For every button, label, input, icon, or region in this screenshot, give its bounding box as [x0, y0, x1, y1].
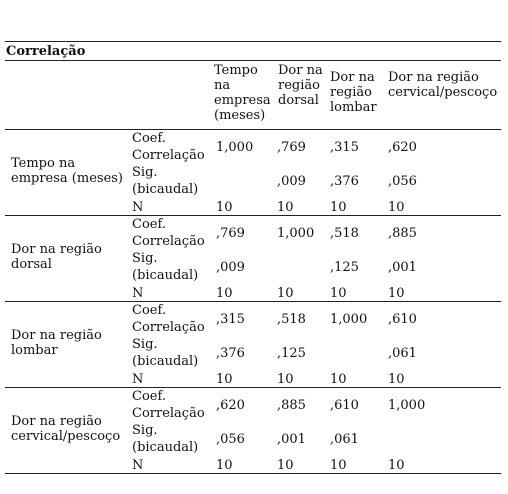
cell: ,056: [216, 432, 245, 447]
cell: ,518: [277, 312, 306, 327]
top-rule: [5, 41, 501, 42]
cell: 10: [330, 200, 347, 215]
cell: 1,000: [388, 398, 426, 413]
row-label-tempo: Tempo na empresa (meses): [11, 156, 124, 186]
cell: 10: [388, 372, 405, 387]
cell: 10: [330, 286, 347, 301]
cell: 10: [388, 458, 405, 473]
cell: ,376: [216, 346, 245, 361]
cell: ,885: [388, 226, 417, 241]
cell: 10: [277, 372, 294, 387]
stat-sig-label-2: (bicaudal): [132, 354, 199, 369]
stat-coef-label: Coef.: [132, 303, 166, 318]
stat-n-label: N: [132, 372, 144, 387]
cell: ,518: [330, 226, 359, 241]
stat-sig-label-2: (bicaudal): [132, 440, 199, 455]
row-rule: [5, 215, 501, 216]
bottom-rule: [5, 473, 501, 474]
cell: ,061: [388, 346, 417, 361]
cell: ,885: [277, 398, 306, 413]
cell: ,009: [216, 260, 245, 275]
cell: 10: [277, 286, 294, 301]
row-rule: [5, 301, 501, 302]
cell: ,056: [388, 174, 417, 189]
stat-n-label: N: [132, 286, 144, 301]
cell: 10: [277, 458, 294, 473]
cell: 10: [388, 286, 405, 301]
col-header-dorsal: Dor na região dorsal: [278, 63, 323, 108]
stat-coef-label-2: Correlação: [132, 406, 205, 421]
row-label-dorsal: Dor na região dorsal: [11, 242, 102, 272]
row-rule: [5, 387, 501, 388]
row-label-cervical: Dor na região cervical/pescoço: [11, 414, 121, 444]
cell: 1,000: [216, 140, 254, 155]
stat-n-label: N: [132, 200, 144, 215]
cell: 10: [216, 458, 233, 473]
cell: 10: [216, 200, 233, 215]
stat-coef-label: Coef.: [132, 217, 166, 232]
stat-sig-label: Sig.: [132, 423, 158, 438]
header-rule: [5, 129, 501, 130]
cell: 1,000: [277, 226, 315, 241]
stat-sig-label-2: (bicaudal): [132, 268, 199, 283]
cell: ,315: [216, 312, 245, 327]
cell: ,769: [216, 226, 245, 241]
cell: ,001: [277, 432, 306, 447]
stat-sig-label: Sig.: [132, 165, 158, 180]
cell: ,610: [330, 398, 359, 413]
cell: ,620: [388, 140, 417, 155]
stat-n-label: N: [132, 458, 144, 473]
cell: 1,000: [330, 312, 368, 327]
cell: ,125: [330, 260, 359, 275]
cell: 10: [216, 286, 233, 301]
cell: ,610: [388, 312, 417, 327]
cell: ,315: [330, 140, 359, 155]
cell: 10: [330, 372, 347, 387]
cell: 10: [388, 200, 405, 215]
stat-sig-label: Sig.: [132, 251, 158, 266]
stat-coef-label-2: Correlação: [132, 234, 205, 249]
row-label-lombar: Dor na região lombar: [11, 328, 102, 358]
cell: 10: [277, 200, 294, 215]
stat-sig-label: Sig.: [132, 337, 158, 352]
cell: ,620: [216, 398, 245, 413]
cell: ,769: [277, 140, 306, 155]
cell: ,376: [330, 174, 359, 189]
stat-coef-label-2: Correlação: [132, 320, 205, 335]
cell: ,001: [388, 260, 417, 275]
cell: 10: [216, 372, 233, 387]
cell: ,061: [330, 432, 359, 447]
cell: ,125: [277, 346, 306, 361]
stat-coef-label: Coef.: [132, 389, 166, 404]
table-title: Correlação: [6, 44, 86, 59]
stat-coef-label: Coef.: [132, 131, 166, 146]
stat-sig-label-2: (bicaudal): [132, 182, 199, 197]
col-header-lombar: Dor na região lombar: [330, 70, 377, 115]
col-header-tempo: Tempo na empresa (meses): [214, 63, 271, 123]
title-rule: [5, 60, 501, 61]
cell: 10: [330, 458, 347, 473]
cell: ,009: [277, 174, 306, 189]
col-header-cervical: Dor na região cervical/pescoço: [388, 70, 498, 100]
stat-coef-label-2: Correlação: [132, 148, 205, 163]
